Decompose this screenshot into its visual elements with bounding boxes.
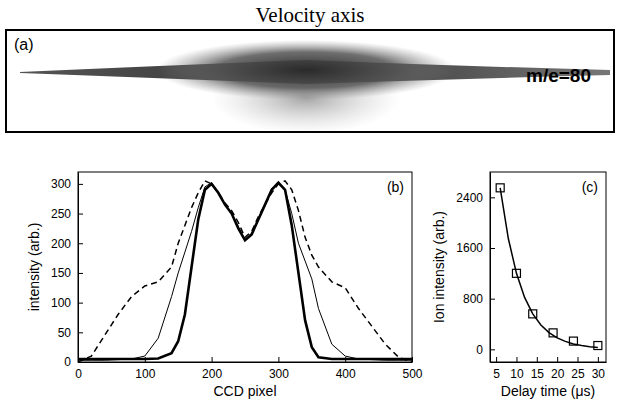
- panel-label: (b): [387, 179, 404, 195]
- x-tick: 300: [269, 357, 289, 381]
- x-tick-mark: [516, 357, 517, 362]
- y-tick-mark: [490, 349, 495, 350]
- panel-label: (c): [582, 179, 598, 195]
- y-tick: 2400: [456, 191, 495, 205]
- y-tick-mark: [78, 243, 83, 244]
- x-tick-label: 200: [202, 367, 222, 381]
- panel-2: 5 10 15 20 25 30 0 800 1600 2400 (c) Delay time (μs…: [431, 172, 607, 399]
- x-tick: 15: [531, 357, 545, 381]
- point: [594, 342, 602, 350]
- y-tick: 0: [476, 343, 495, 357]
- x-tick-label: 5: [493, 367, 500, 381]
- plot-area: [496, 184, 602, 350]
- y-tick: 0: [64, 355, 83, 369]
- y-tick-mark: [78, 303, 83, 304]
- y-tick: 50: [58, 326, 83, 340]
- y-tick-label: 0: [64, 355, 71, 369]
- y-axis: 0 50 100 150 200 250 300: [51, 173, 83, 370]
- x-tick-label: 0: [75, 367, 82, 381]
- line-0: [78, 183, 412, 359]
- x-tick-mark: [496, 357, 497, 362]
- y-tick-label: 100: [51, 296, 71, 310]
- panel-label: (a): [14, 36, 34, 53]
- x-tick: 30: [592, 357, 606, 381]
- axis-line: [78, 173, 79, 363]
- y-tick-mark: [78, 332, 83, 333]
- x-tick: 200: [202, 357, 222, 381]
- x-tick-label: 15: [531, 367, 545, 381]
- y-tick-label: 1600: [456, 241, 483, 255]
- line-1: [500, 188, 598, 348]
- x-tick: 10: [510, 357, 524, 381]
- y-tick: 800: [463, 292, 495, 306]
- y-tick-label: 150: [51, 266, 71, 280]
- y-tick: 200: [51, 237, 83, 251]
- x-tick: 400: [336, 357, 356, 381]
- panel-1: 0 100 200 300 400 500 0 50 100 150 200 250 300 (b) CCD…: [26, 172, 423, 399]
- y-tick-mark: [78, 273, 83, 274]
- y-tick: 150: [51, 266, 83, 280]
- plot-area: [78, 181, 412, 362]
- y-tick-label: 300: [51, 177, 71, 191]
- x-axis-title: Delay time (μs): [501, 383, 595, 399]
- annotation: m/e=80: [526, 65, 591, 86]
- y-axis-title: intensity (arb.): [26, 223, 42, 312]
- y-tick-mark: [490, 299, 495, 300]
- y-tick-label: 200: [51, 237, 71, 251]
- x-tick-mark: [212, 357, 213, 362]
- y-tick: 1600: [456, 241, 495, 255]
- y-tick: 100: [51, 296, 83, 310]
- ion-blob: [156, 40, 456, 100]
- axis-line: [490, 173, 491, 363]
- x-tick-mark: [412, 357, 413, 362]
- y-axis-title: Ion intensity (arb.): [431, 211, 447, 323]
- y-axis: 0 800 1600 2400: [456, 173, 495, 363]
- x-tick: 20: [551, 357, 565, 381]
- frame: [490, 172, 606, 362]
- x-tick: 25: [571, 357, 585, 381]
- y-tick-mark: [78, 214, 83, 215]
- x-axis: 0 100 200 300 400 500: [75, 357, 423, 381]
- panel-a: (a) Velocity axis m/e=80: [6, 3, 614, 134]
- x-tick-label: 25: [571, 367, 585, 381]
- x-axis: 5 10 15 20 25 30: [491, 357, 607, 381]
- x-tick-label: 20: [551, 367, 565, 381]
- axis-line: [79, 362, 413, 363]
- x-tick-label: 30: [592, 367, 606, 381]
- y-tick-mark: [78, 184, 83, 185]
- y-tick: 300: [51, 177, 83, 191]
- x-tick-mark: [578, 357, 579, 362]
- figure: (a)Velocity axism/e=80010020030040050005…: [0, 0, 621, 404]
- x-tick-mark: [557, 357, 558, 362]
- x-tick-mark: [537, 357, 538, 362]
- ion-image: [20, 40, 610, 132]
- x-tick-label: 100: [135, 367, 155, 381]
- y-tick-label: 250: [51, 207, 71, 221]
- axis-line: [491, 362, 607, 363]
- y-tick: 250: [51, 207, 83, 221]
- y-tick-mark: [490, 197, 495, 198]
- x-tick: 100: [135, 357, 155, 381]
- y-tick-mark: [78, 362, 83, 363]
- y-tick-label: 800: [463, 292, 483, 306]
- x-axis-title: CCD pixel: [213, 383, 276, 399]
- x-tick-mark: [598, 357, 599, 362]
- x-tick-label: 300: [269, 367, 289, 381]
- line-1: [78, 183, 412, 361]
- y-tick-label: 50: [58, 326, 72, 340]
- x-tick: 5: [493, 357, 500, 381]
- x-tick-mark: [278, 357, 279, 362]
- x-tick-label: 400: [336, 367, 356, 381]
- x-tick-label: 10: [510, 367, 524, 381]
- frame: [6, 30, 614, 132]
- y-tick-label: 2400: [456, 191, 483, 205]
- line-2: [78, 181, 412, 362]
- y-tick-label: 0: [476, 343, 483, 357]
- y-tick-mark: [490, 248, 495, 249]
- frame: [78, 172, 412, 362]
- x-tick-label: 500: [402, 367, 422, 381]
- figure-svg: (a)Velocity axism/e=80010020030040050005…: [0, 0, 621, 404]
- title: Velocity axis: [255, 3, 364, 27]
